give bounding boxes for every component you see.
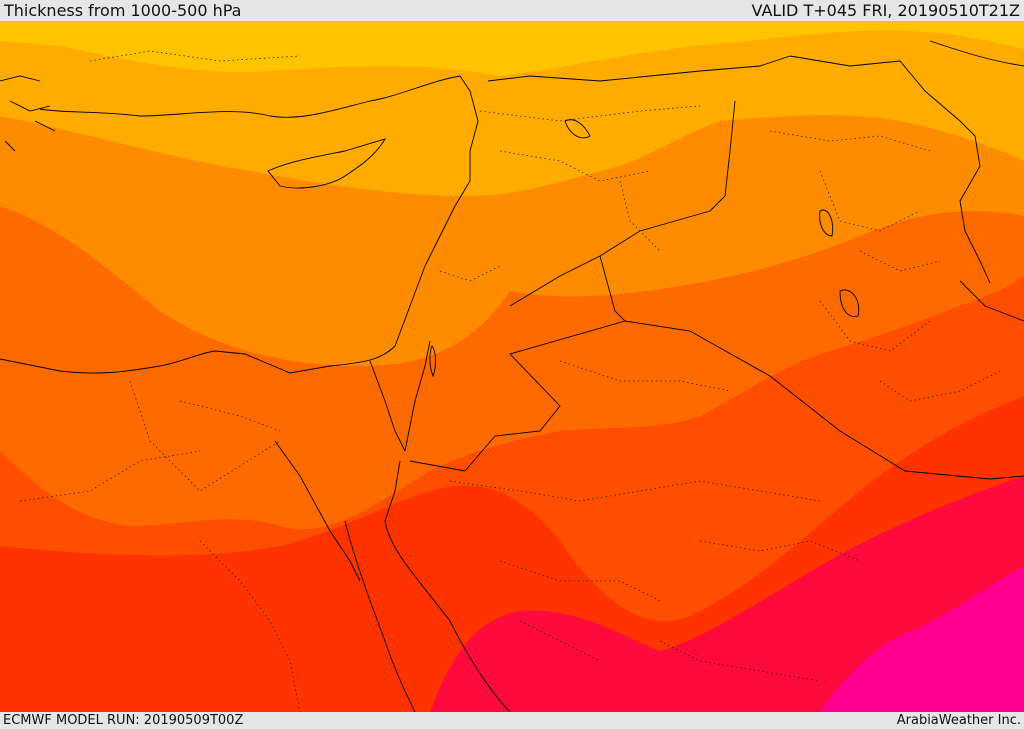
lake-urmia (819, 209, 834, 237)
valid-time-label: VALID T+045 FRI, 20190510T21Z (751, 1, 1020, 20)
mediterranean-south-coast (0, 75, 479, 374)
caspian-shore (929, 40, 1024, 67)
border-turkey-syria (487, 55, 791, 82)
dead-sea (429, 345, 436, 378)
border-syria-iraq (509, 100, 736, 307)
red-sea-east-coast (384, 460, 511, 712)
cyprus-island (267, 138, 386, 189)
country-borders (369, 55, 1024, 480)
thickness-bands (0, 21, 1024, 712)
admin-borders (19, 50, 1001, 712)
border-saudi-jordan (409, 255, 626, 472)
lake-van (564, 119, 591, 139)
border-turkey-iran (789, 55, 991, 284)
model-run-label: ECMWF MODEL RUN: 20190509T00Z (3, 713, 244, 728)
border-saudi-iraq (624, 320, 1024, 480)
header-bar: Thickness from 1000-500 hPa VALID T+045 … (0, 0, 1024, 21)
footer-bar: ECMWF MODEL RUN: 20190509T00Z ArabiaWeat… (0, 712, 1024, 729)
aegean-islands (0, 75, 56, 152)
lake-tharthar (839, 289, 860, 317)
lakes (429, 119, 860, 378)
gulf-aqaba (404, 340, 431, 452)
red-sea-west-coast (344, 520, 416, 712)
thickness-map[interactable] (0, 21, 1024, 712)
border-egypt-israel (369, 360, 406, 452)
red-sea-gulf-suez (274, 440, 361, 582)
credit-label: ArabiaWeather Inc. (896, 713, 1021, 728)
persian-gulf (959, 280, 1024, 322)
map-title: Thickness from 1000-500 hPa (4, 1, 242, 20)
coastlines (0, 40, 1024, 712)
band-8 (820, 566, 1024, 712)
